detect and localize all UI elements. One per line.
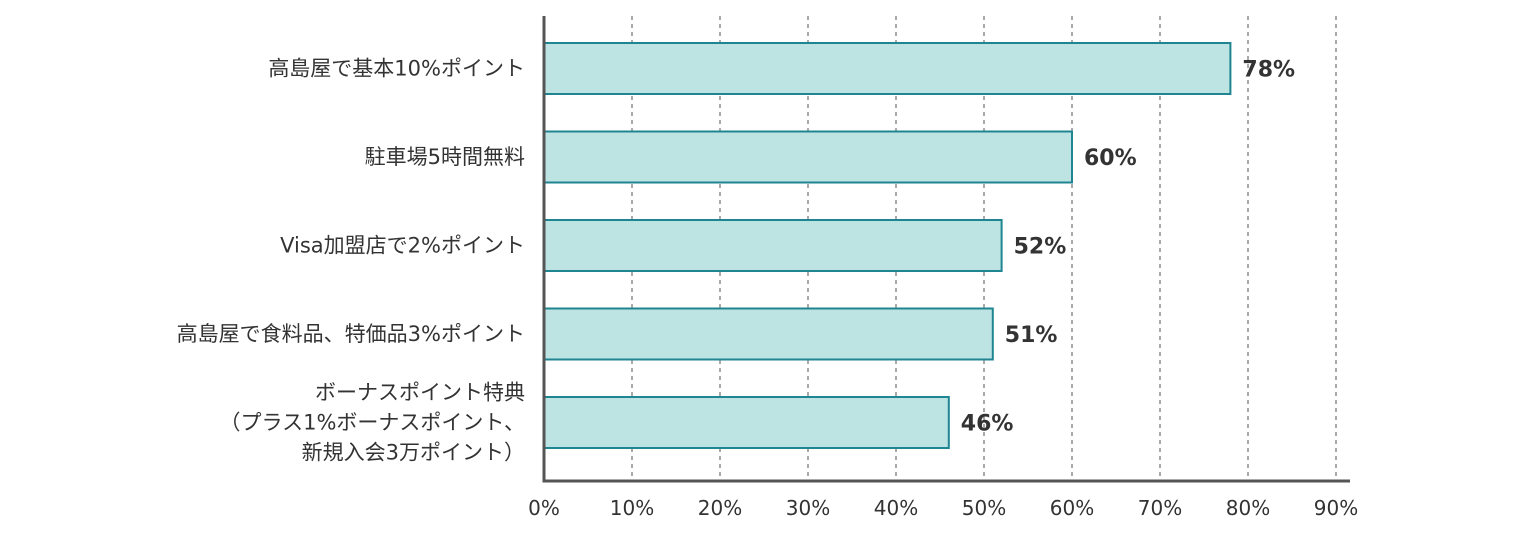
x-tick-label-4: 40% bbox=[874, 496, 918, 520]
x-tick-label-9: 90% bbox=[1314, 496, 1358, 520]
x-tick-label-6: 60% bbox=[1050, 496, 1094, 520]
data-label-1: 60% bbox=[1084, 146, 1137, 171]
bar-3 bbox=[543, 307, 994, 361]
labels: 78% 高島屋で基本10%ポイント 60% 駐車場5時間無料 52% Visa加盟店で2%… bbox=[177, 57, 1359, 521]
x-tick-label-2: 20% bbox=[698, 496, 742, 520]
data-label-4: 46% bbox=[961, 412, 1014, 437]
bar-4 bbox=[543, 396, 950, 449]
bars bbox=[543, 42, 1232, 449]
bar-1 bbox=[543, 130, 1073, 184]
x-tick-label-0: 0% bbox=[528, 496, 560, 520]
x-tick-label-7: 70% bbox=[1138, 496, 1182, 520]
category-label-0: 高島屋で基本10%ポイント bbox=[268, 57, 525, 81]
bar-0 bbox=[543, 42, 1232, 95]
category-label-4-line-2: 新規入会3万ポイント） bbox=[302, 441, 525, 465]
axes bbox=[542, 16, 1350, 483]
x-tick-label-8: 80% bbox=[1226, 496, 1270, 520]
category-label-4-line-1: （プラス1%ボーナスポイント、 bbox=[220, 411, 525, 435]
x-tick-label-1: 10% bbox=[610, 496, 654, 520]
data-label-0: 78% bbox=[1242, 58, 1295, 83]
x-tick-label-5: 50% bbox=[962, 496, 1006, 520]
data-label-3: 51% bbox=[1005, 323, 1058, 348]
category-label-1: 駐車場5時間無料 bbox=[365, 145, 525, 169]
category-label-4-line-0: ボーナスポイント特典 bbox=[315, 381, 525, 405]
data-label-2: 52% bbox=[1014, 235, 1067, 260]
bar-2 bbox=[543, 219, 1003, 272]
category-label-2: Visa加盟店で2%ポイント bbox=[280, 234, 525, 258]
category-label-3: 高島屋で食料品、特価品3%ポイント bbox=[177, 322, 525, 346]
x-tick-label-3: 30% bbox=[786, 496, 830, 520]
